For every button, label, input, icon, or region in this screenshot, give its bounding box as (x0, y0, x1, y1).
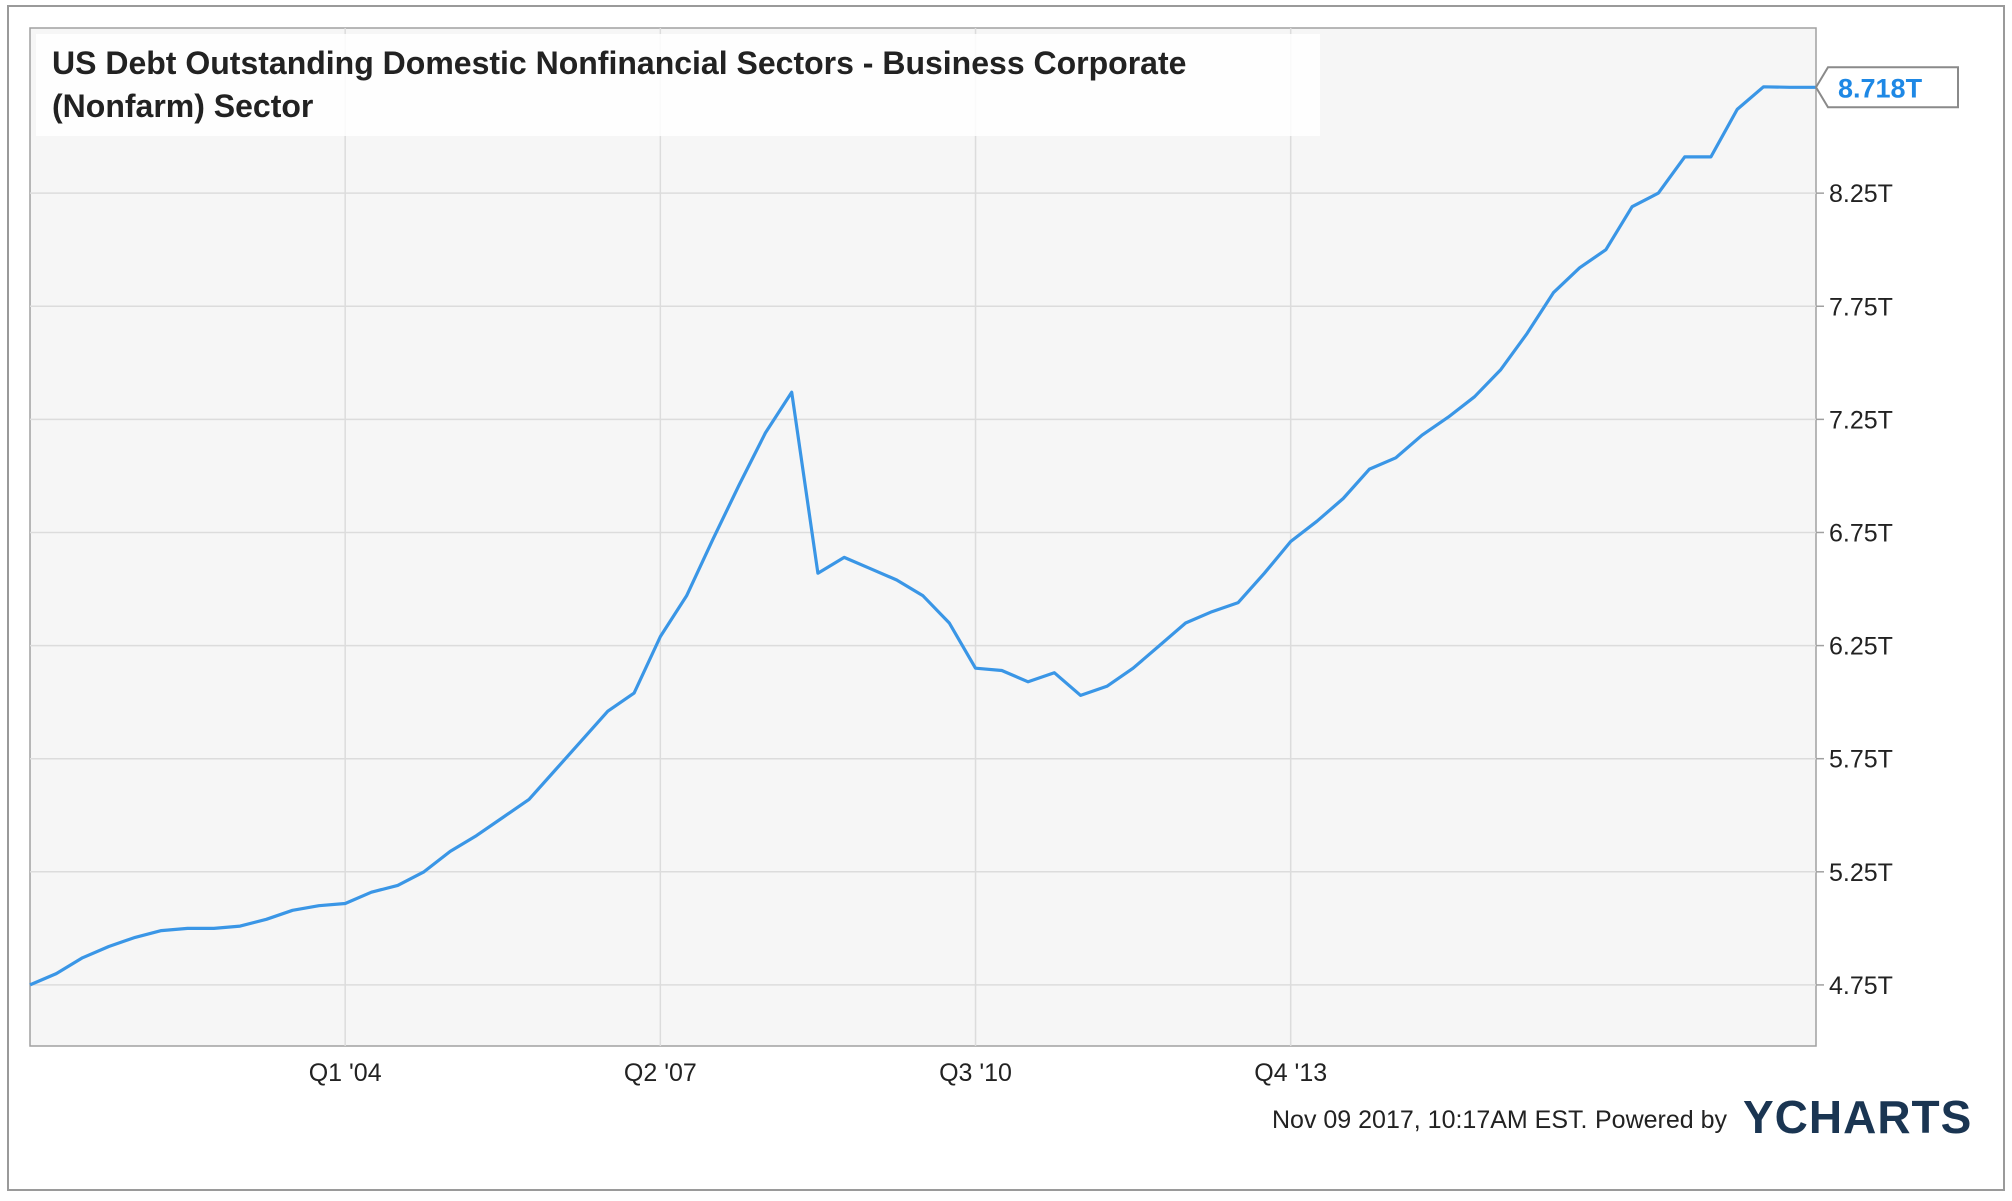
plot-area (29, 27, 1817, 1047)
data-point (790, 390, 794, 394)
y-tick-label: 5.75T (1829, 746, 1893, 774)
data-point (1079, 693, 1083, 697)
data-point (1420, 433, 1424, 437)
data-point (737, 483, 741, 487)
data-point (396, 883, 400, 887)
data-point (1630, 205, 1634, 209)
x-tick-label: Q2 '07 (624, 1059, 697, 1087)
data-point (212, 926, 216, 930)
data-point (1525, 331, 1529, 335)
data-point (1157, 644, 1161, 648)
x-tick-label: Q3 '10 (939, 1059, 1012, 1087)
x-tick-label: Q1 '04 (309, 1059, 382, 1087)
data-point (1236, 601, 1240, 605)
y-tick-label: 7.75T (1829, 293, 1893, 321)
data-point (369, 890, 373, 894)
data-point (186, 926, 190, 930)
y-tick-label: 7.25T (1829, 406, 1893, 434)
y-tick-label: 6.25T (1829, 633, 1893, 661)
y-tick-label: 8.25T (1829, 180, 1893, 208)
title-background (36, 34, 1320, 136)
data-point (81, 956, 85, 960)
data-point (422, 870, 426, 874)
data-point (1052, 671, 1056, 675)
data-point (1105, 684, 1109, 688)
data-point (1683, 155, 1687, 159)
x-tick-label: Q4 '13 (1254, 1059, 1327, 1087)
y-tick-label: 5.25T (1829, 859, 1893, 887)
data-point (501, 816, 505, 820)
data-point (1341, 497, 1345, 501)
data-point (1000, 668, 1004, 672)
vertical-gridlines (344, 28, 1292, 1046)
data-point (1735, 107, 1739, 111)
data-point (54, 972, 58, 976)
chart-title-line-2: (Nonfarm) Sector (52, 88, 313, 124)
data-point (895, 578, 899, 582)
data-point (448, 849, 452, 853)
data-point (133, 935, 137, 939)
data-point (921, 594, 925, 598)
data-point (580, 739, 584, 743)
y-tick-label: 6.75T (1829, 519, 1893, 547)
data-point (343, 901, 347, 905)
footer-powered-by: Powered by (1595, 1106, 1728, 1134)
data-point (1709, 155, 1713, 159)
data-point (1131, 666, 1135, 670)
y-axis-tick-labels: 4.75T 5.25T 5.75T 6.25T 6.75T 7.25T 7.75T 8.25T (1829, 180, 1893, 1000)
data-point (658, 635, 662, 639)
data-point (685, 594, 689, 598)
data-point (974, 666, 978, 670)
data-point (28, 983, 32, 987)
data-point (1026, 680, 1030, 684)
data-point (291, 908, 295, 912)
footer-timestamp: Nov 09 2017, 10:17AM EST. (1272, 1106, 1587, 1134)
data-point (842, 555, 846, 559)
horizontal-gridlines (30, 192, 1824, 986)
data-point (1184, 621, 1188, 625)
y-tick-label: 4.75T (1829, 972, 1893, 1000)
data-point (1210, 610, 1214, 614)
x-axis-tick-labels: Q1 '04 Q2 '07 Q3 '10 Q4 '13 (309, 1059, 1327, 1087)
ycharts-logo[interactable]: YCHARTS (1743, 1091, 1972, 1143)
data-point (475, 834, 479, 838)
data-point (1499, 368, 1503, 372)
data-point (107, 944, 111, 948)
data-point (553, 768, 557, 772)
data-point (238, 924, 242, 928)
data-point (1788, 85, 1792, 89)
data-point (763, 431, 767, 435)
data-point (1551, 291, 1555, 295)
data-point (947, 621, 951, 625)
data-point (606, 709, 610, 713)
data-point (1315, 519, 1319, 523)
data-point (1394, 456, 1398, 460)
data-point (159, 929, 163, 933)
data-point (317, 904, 321, 908)
last-value-label: 8.718T (1838, 73, 1923, 103)
data-point (711, 537, 715, 541)
data-point (868, 567, 872, 571)
data-point (1368, 467, 1372, 471)
data-point (1289, 540, 1293, 544)
data-point (1656, 191, 1660, 195)
data-point (264, 917, 268, 921)
chart-title-line-1: US Debt Outstanding Domestic Nonfinancia… (52, 45, 1186, 81)
series-line (29, 85, 1816, 987)
last-value-badge-shape (1814, 66, 1959, 109)
data-point (632, 691, 636, 695)
data-point (1604, 248, 1608, 252)
data-point (1473, 395, 1477, 399)
data-point (1761, 85, 1765, 89)
data-point (1262, 571, 1266, 575)
data-point (527, 797, 531, 801)
data-point (816, 571, 820, 575)
data-point (1578, 266, 1582, 270)
last-value-badge: 8.718T (1814, 66, 1959, 109)
data-point (1446, 415, 1450, 419)
